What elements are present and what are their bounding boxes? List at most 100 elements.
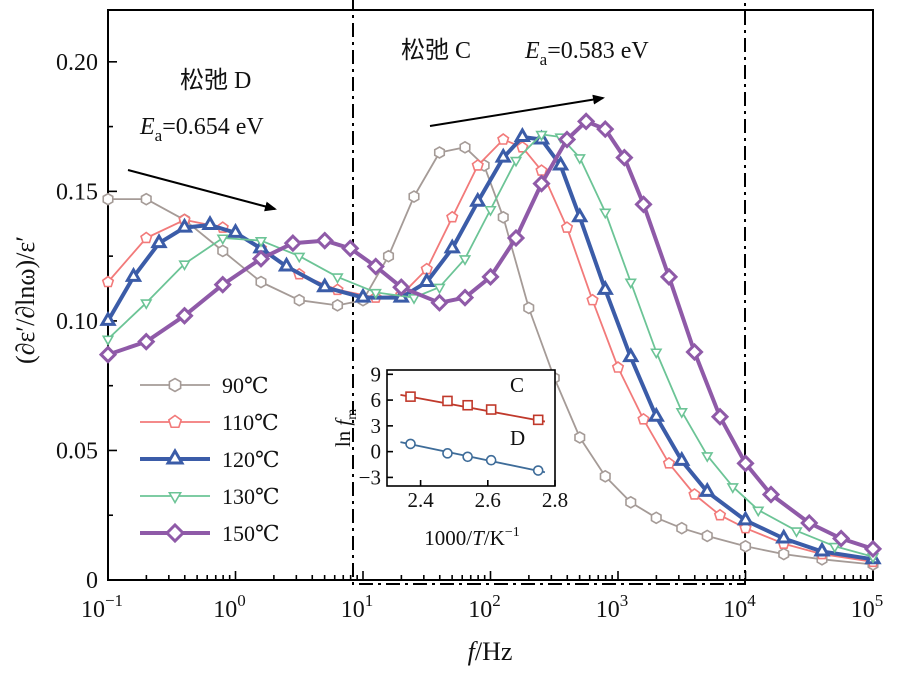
x-tick-label: 102 — [468, 591, 501, 623]
data-point — [577, 112, 596, 131]
x-tick-label: 104 — [723, 591, 756, 623]
data-point — [255, 275, 267, 289]
relaxation-c-activation-energy: Ea=0.583 eV — [524, 38, 649, 69]
data-point — [418, 272, 436, 288]
data-point — [254, 237, 268, 248]
inset-x-tick-label: 2.4 — [407, 488, 434, 512]
data-point — [446, 210, 459, 223]
data-point — [382, 249, 395, 263]
data-point — [283, 234, 303, 253]
legend-label: 110℃ — [222, 410, 279, 435]
x-axis-ticks: 10−1 100 101 102 103 104 105 — [81, 571, 883, 623]
data-point — [497, 133, 510, 145]
inset-y-tick-label: −3 — [359, 465, 381, 489]
data-point — [778, 547, 790, 561]
data-point — [586, 293, 599, 306]
data-point — [101, 335, 115, 347]
data-point — [443, 238, 461, 254]
data-point — [420, 262, 433, 275]
x-axis-title: f/Hz — [468, 637, 513, 666]
data-point — [599, 208, 612, 220]
data-point — [698, 481, 716, 497]
data-point — [140, 299, 153, 310]
data-point — [573, 154, 586, 165]
legend-marker — [165, 448, 185, 465]
data-point — [315, 231, 334, 250]
data-point — [407, 294, 421, 305]
inset-data-point — [405, 438, 416, 450]
data-point — [676, 521, 688, 535]
data-point — [637, 412, 650, 425]
data-point — [752, 506, 765, 518]
data-point — [331, 273, 344, 284]
data-point — [469, 191, 487, 207]
data-point — [433, 283, 446, 295]
data-point — [484, 205, 497, 217]
data-point — [713, 508, 727, 521]
data-point — [800, 513, 819, 533]
y-tick-label: 0.10 — [56, 309, 98, 335]
data-point — [101, 275, 115, 288]
data-point — [571, 207, 589, 223]
data-point — [726, 483, 739, 494]
y-axis-title: (∂ε′/∂lnω)/ε′ — [11, 236, 40, 364]
data-point — [513, 126, 532, 142]
data-point — [736, 454, 755, 473]
legend-marker — [167, 414, 183, 429]
data-point — [494, 147, 512, 163]
data-point — [611, 361, 625, 373]
data-point — [316, 277, 334, 293]
data-point — [458, 255, 472, 266]
inset-x-tick-label: 2.6 — [475, 488, 501, 512]
inset-y-tick-label: 3 — [371, 414, 382, 438]
inset-y-tick-label: 6 — [371, 388, 382, 412]
inset-frame — [386, 369, 556, 487]
data-point — [369, 288, 382, 300]
data-point — [622, 347, 640, 363]
data-point — [650, 348, 663, 360]
data-point — [599, 469, 611, 483]
data-point — [659, 267, 679, 286]
data-point — [293, 293, 305, 307]
inset-data-point — [462, 399, 473, 411]
inset-series-0 — [400, 391, 546, 426]
data-point — [455, 288, 475, 307]
data-point — [408, 190, 420, 203]
data-point — [685, 342, 704, 362]
series-3 — [101, 130, 880, 564]
x-tick-label: 103 — [596, 591, 629, 623]
data-point — [596, 279, 614, 295]
inset-y-tick-label: 9 — [371, 362, 382, 386]
data-point — [647, 406, 665, 422]
data-point — [213, 275, 232, 294]
legend-label: 90℃ — [222, 373, 269, 398]
data-point — [523, 301, 535, 315]
data-point — [596, 120, 615, 139]
data-point — [137, 332, 156, 351]
data-point — [506, 228, 526, 248]
inset-y-axis-title: ln fm — [331, 409, 360, 447]
data-point — [392, 278, 411, 297]
series-layer — [98, 112, 883, 571]
data-point — [701, 452, 714, 463]
data-point — [662, 456, 676, 469]
data-point — [624, 278, 637, 290]
inset-data-point — [462, 451, 473, 463]
legend: 90℃ 110℃ 120℃ 130℃ 150℃ — [140, 373, 280, 546]
inset-data-point — [442, 448, 453, 459]
data-point — [150, 233, 168, 249]
data-point — [293, 252, 306, 264]
data-point — [201, 215, 219, 231]
legend-label: 130℃ — [222, 484, 280, 509]
x-tick-label: 101 — [341, 591, 374, 623]
data-point — [102, 192, 114, 206]
data-point — [736, 510, 755, 526]
inset-data-point — [442, 395, 453, 407]
inset-series-1 — [400, 438, 546, 476]
relaxation-d-activation-energy: Ea=0.654 eV — [139, 114, 264, 145]
data-point — [251, 249, 271, 268]
data-point — [509, 156, 523, 168]
data-point — [341, 239, 360, 258]
inset-series — [400, 391, 546, 476]
